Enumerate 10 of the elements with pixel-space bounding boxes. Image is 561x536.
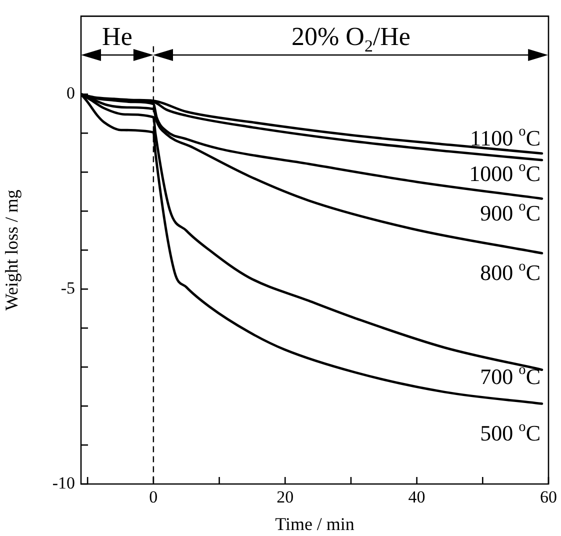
x-tick-label: 20	[276, 488, 294, 507]
x-axis-title: Time / min	[275, 514, 354, 534]
y-tick-label: -5	[60, 278, 75, 298]
y-tick-label: -10	[52, 473, 75, 492]
annotation: He	[102, 22, 132, 52]
x-tick-label: 60	[540, 488, 557, 507]
x-tick-label: 0	[149, 488, 158, 507]
y-tick-label: 0	[66, 84, 75, 103]
y-axis-title: Weight loss / mg	[2, 190, 22, 311]
x-tick-label: 40	[408, 488, 426, 507]
